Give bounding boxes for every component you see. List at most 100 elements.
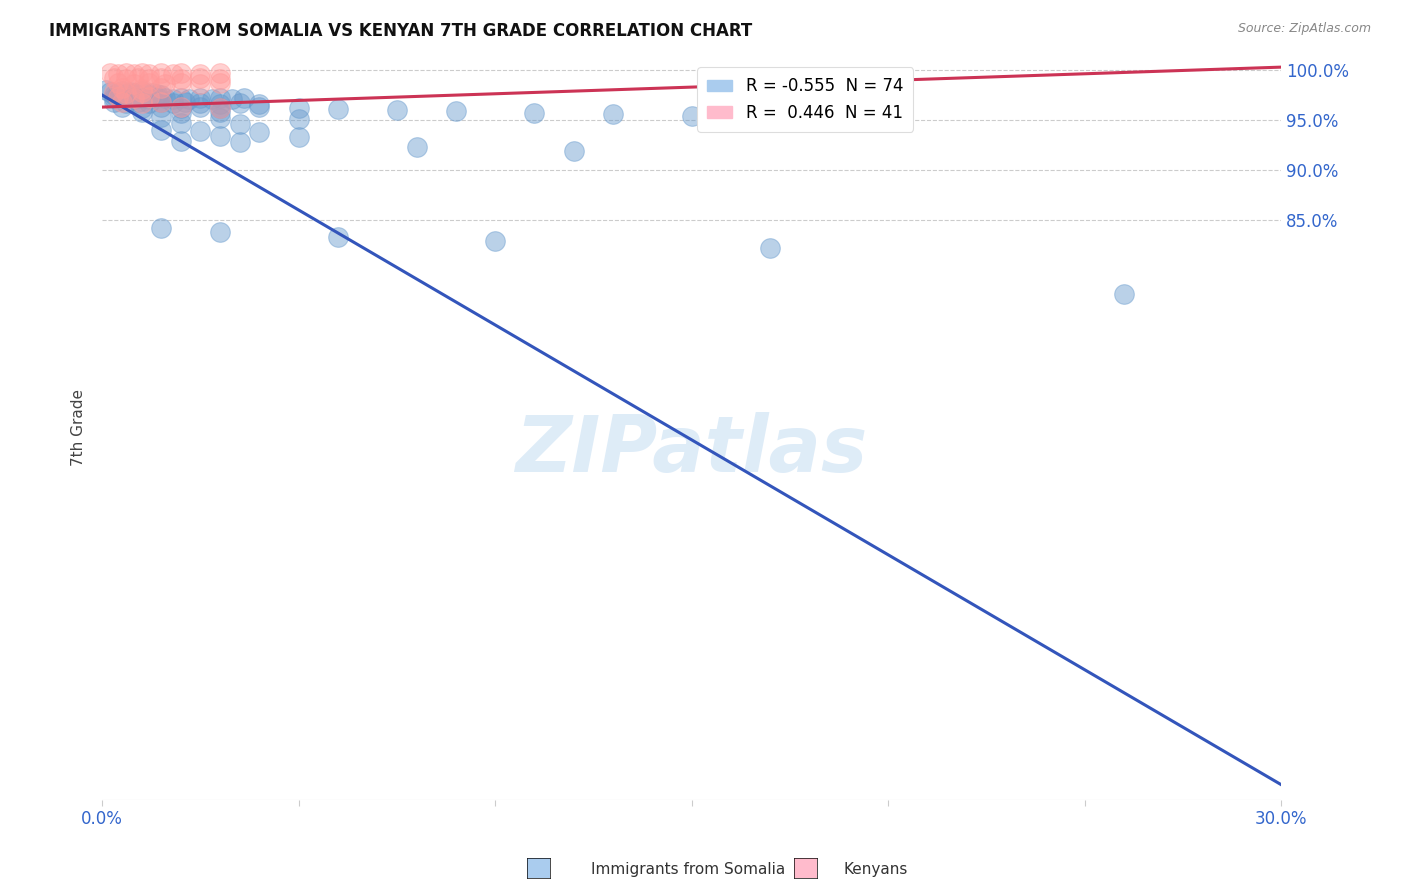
Point <box>287 112 309 127</box>
Point <box>146 90 169 104</box>
Point <box>98 66 121 80</box>
Point <box>142 86 165 100</box>
Point <box>114 72 136 87</box>
Point <box>107 86 129 100</box>
Point <box>122 67 145 81</box>
Point <box>138 96 160 111</box>
Text: ZIPatlas: ZIPatlas <box>516 412 868 488</box>
Point <box>150 95 173 109</box>
Point <box>162 96 184 111</box>
Point <box>127 88 149 103</box>
Point <box>107 76 129 90</box>
Point <box>190 77 212 91</box>
Point <box>162 67 184 81</box>
Point <box>150 100 173 114</box>
Point <box>209 91 232 105</box>
Point <box>134 87 156 102</box>
Point <box>759 110 782 124</box>
Point <box>107 67 129 81</box>
Point <box>131 85 153 99</box>
Point <box>114 86 136 100</box>
Point <box>681 109 703 123</box>
Point <box>150 88 173 103</box>
Point <box>170 72 193 87</box>
Point <box>287 101 309 115</box>
Point <box>153 91 176 105</box>
Point <box>94 83 117 97</box>
Point <box>114 96 136 111</box>
Point <box>190 91 212 105</box>
Point <box>190 96 212 111</box>
Point <box>150 123 173 137</box>
Point <box>177 92 200 106</box>
Point <box>103 91 125 105</box>
Point <box>170 100 193 114</box>
Point <box>173 95 195 109</box>
Text: Immigrants from Somalia: Immigrants from Somalia <box>591 863 785 877</box>
Point <box>131 91 153 105</box>
Point <box>385 103 408 117</box>
Point <box>209 72 232 87</box>
Point <box>562 144 585 158</box>
Point <box>150 221 173 235</box>
Point <box>98 85 121 99</box>
Point <box>146 87 169 102</box>
Point <box>523 106 546 120</box>
Point <box>444 104 467 119</box>
Point <box>103 88 125 103</box>
Point <box>122 77 145 91</box>
Point <box>602 107 624 121</box>
Point <box>150 110 173 124</box>
Point <box>103 95 125 109</box>
Text: Kenyans: Kenyans <box>844 863 908 877</box>
Point <box>201 92 224 106</box>
Point <box>111 95 134 109</box>
Point <box>131 101 153 115</box>
Legend: R = -0.555  N = 74, R =  0.446  N = 41: R = -0.555 N = 74, R = 0.446 N = 41 <box>697 67 912 131</box>
Point <box>122 92 145 106</box>
Text: IMMIGRANTS FROM SOMALIA VS KENYAN 7TH GRADE CORRELATION CHART: IMMIGRANTS FROM SOMALIA VS KENYAN 7TH GR… <box>49 22 752 40</box>
Point <box>150 95 173 109</box>
Point <box>131 84 153 98</box>
Point <box>287 130 309 145</box>
Point <box>127 71 149 86</box>
Point <box>131 96 153 111</box>
Point <box>150 66 173 80</box>
Point <box>131 82 153 96</box>
Point <box>247 100 270 114</box>
Point <box>221 92 243 106</box>
Point <box>170 134 193 148</box>
Point <box>247 125 270 139</box>
Point <box>114 87 136 102</box>
Point <box>209 101 232 115</box>
Point <box>229 135 252 149</box>
Point <box>103 71 125 86</box>
Point <box>190 71 212 86</box>
Point <box>405 140 427 154</box>
Text: Source: ZipAtlas.com: Source: ZipAtlas.com <box>1237 22 1371 36</box>
Point <box>114 90 136 104</box>
Point <box>190 124 212 138</box>
Point <box>229 96 252 111</box>
Point <box>138 72 160 87</box>
Point <box>131 105 153 120</box>
Point <box>107 90 129 104</box>
Point <box>114 66 136 80</box>
Point <box>170 116 193 130</box>
Point <box>759 241 782 255</box>
Point <box>484 234 506 248</box>
Point <box>122 86 145 100</box>
Point <box>229 117 252 131</box>
Point <box>111 100 134 114</box>
Point <box>170 91 193 105</box>
Point <box>247 97 270 112</box>
Point <box>209 225 232 239</box>
Point <box>170 106 193 120</box>
Point <box>111 81 134 95</box>
Point <box>232 91 254 105</box>
Point <box>190 100 212 114</box>
Point <box>138 90 160 104</box>
Point <box>150 71 173 86</box>
Point <box>170 66 193 80</box>
Point <box>170 76 193 90</box>
